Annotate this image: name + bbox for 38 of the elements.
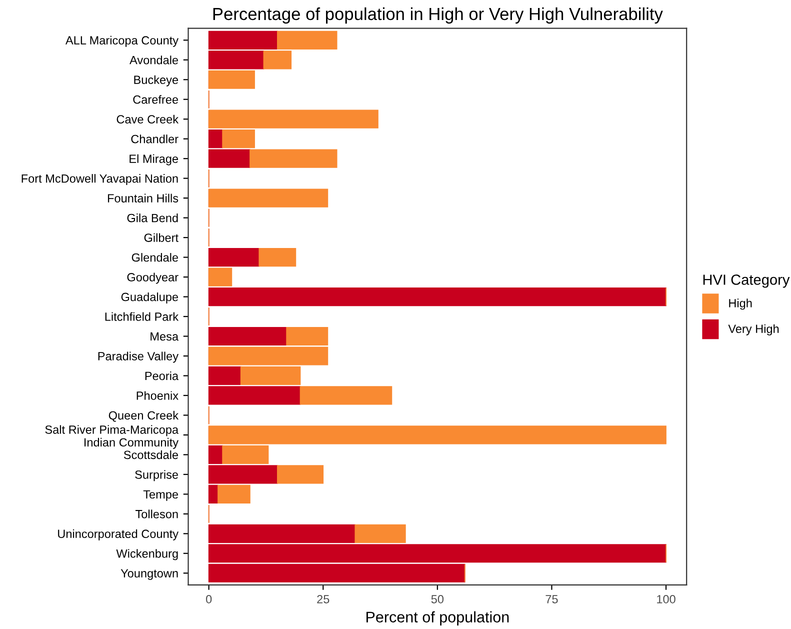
y-tick-label: Chandler bbox=[131, 134, 178, 144]
x-tick-label: 0 bbox=[206, 595, 212, 604]
y-tick-label: Tolleson bbox=[135, 510, 178, 518]
x-axis-title: Percent of population bbox=[366, 611, 509, 626]
y-tick-label: Phoenix bbox=[136, 391, 178, 400]
y-tick-label: Paradise Valley bbox=[98, 352, 179, 363]
y-tick-label: Gilbert bbox=[144, 233, 178, 242]
y-tick-label: Peoria bbox=[145, 371, 179, 380]
chart-title: Percentage of population in High or Very High Vulnerability bbox=[213, 7, 663, 24]
y-tick-label: Tempe bbox=[143, 490, 178, 501]
y-tick-label: Fort McDowell Yavapai Nation bbox=[22, 174, 178, 186]
y-tick-label: Goodyear bbox=[127, 272, 178, 284]
y-tick-label: Youngtown bbox=[120, 569, 178, 580]
legend-label: Very High bbox=[728, 324, 779, 336]
y-tick-label: Salt River Pima-Maricopa Indian Community bbox=[45, 425, 179, 449]
y-tick-label: Buckeye bbox=[134, 75, 178, 86]
y-tick-label: Unincorporated County bbox=[58, 529, 179, 540]
legend-label: High bbox=[729, 298, 752, 310]
y-tick-label: El Mirage bbox=[130, 154, 178, 166]
x-tick-label: 25 bbox=[317, 595, 330, 604]
x-tick-label: 50 bbox=[431, 595, 444, 604]
y-tick-label: Gila Bend bbox=[127, 214, 178, 222]
y-tick-label: Glendale bbox=[132, 253, 178, 262]
y-tick-label: Avondale bbox=[130, 56, 178, 64]
x-tick-label: 75 bbox=[546, 595, 558, 604]
y-tick-label: Guadalupe bbox=[121, 292, 178, 304]
y-tick-label: Fountain Hills bbox=[108, 194, 178, 202]
legend-title: HVI Category bbox=[703, 274, 790, 288]
y-tick-label: Cave Creek bbox=[116, 114, 179, 124]
y-tick-label: Surprise bbox=[135, 470, 178, 482]
y-tick-label: Wickenburg bbox=[116, 549, 178, 560]
y-tick-label: Litchfield Park bbox=[105, 312, 179, 321]
x-tick-label: 100 bbox=[657, 595, 676, 604]
y-tick-label: ALL Maricopa County bbox=[65, 36, 179, 47]
y-tick-label: Mesa bbox=[150, 332, 179, 341]
y-tick-label: Carefree bbox=[133, 95, 178, 104]
y-tick-label: Queen Creek bbox=[108, 410, 179, 422]
y-tick-label: Scottsdale bbox=[124, 450, 178, 460]
